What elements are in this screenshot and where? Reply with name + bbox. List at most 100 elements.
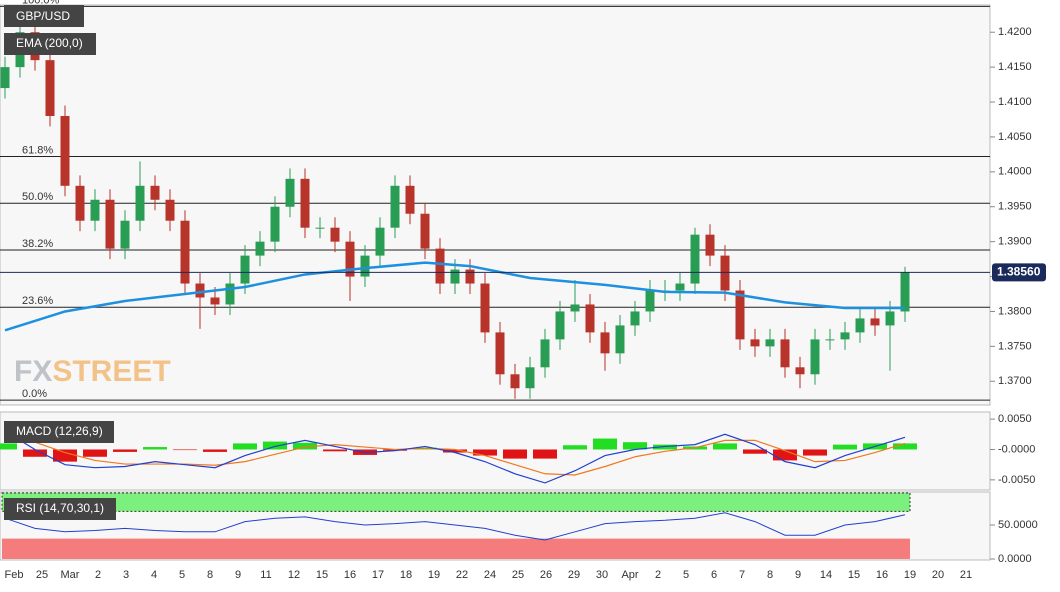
macd-hist-bar: [773, 449, 797, 461]
macd-hist-bar: [563, 445, 587, 450]
x-tick-label: 16: [876, 569, 888, 581]
candle-body: [390, 185, 400, 228]
x-tick-label: 29: [568, 569, 580, 581]
x-tick-label: 2: [655, 569, 661, 581]
rsi-overbought-band: [1, 492, 911, 512]
rsi-label: RSI (14,70,30,1): [16, 501, 104, 515]
macd-hist-bar: [0, 443, 17, 450]
rsi-y-tick-label: 0.0000: [998, 553, 1032, 565]
candle-body: [360, 255, 370, 277]
macd-y-tick-label: 0.0050: [998, 413, 1032, 425]
candle-body: [675, 283, 685, 291]
macd-y-tick-label: -0.0050: [998, 474, 1035, 486]
fib-label: 100.0%: [22, 0, 60, 6]
symbol: GBP/USD: [16, 9, 70, 23]
candle-body: [435, 248, 445, 284]
candle-body: [690, 234, 700, 284]
candle-body: [900, 272, 910, 312]
x-tick-label: 11: [260, 569, 271, 581]
candle-body: [285, 178, 295, 207]
candle-body: [90, 199, 100, 221]
candle-body: [630, 311, 640, 326]
candle-body: [255, 241, 265, 256]
candle-body: [270, 206, 280, 242]
x-tick-label: Apr: [621, 569, 638, 581]
x-tick-label: 17: [372, 569, 384, 581]
candle-body: [105, 199, 115, 249]
x-tick-label: 5: [683, 569, 689, 581]
candle-body: [750, 339, 760, 347]
candle-body: [795, 367, 805, 375]
x-tick-label: 9: [795, 569, 801, 581]
candle-body: [510, 374, 520, 389]
x-tick-label: 25: [512, 569, 524, 581]
candle-body: [735, 290, 745, 340]
macd-hist-bar: [203, 449, 227, 452]
candle-body: [75, 185, 85, 221]
macd-hist-bar: [143, 447, 167, 450]
candle-body: [810, 339, 820, 375]
candle-body: [645, 290, 655, 312]
x-tick-label: 25: [36, 569, 48, 581]
x-tick-label: 4: [151, 569, 157, 581]
fib-label: 23.6%: [22, 295, 53, 307]
candle-body: [570, 304, 580, 312]
x-tick-label: 3: [123, 569, 129, 581]
fib-label: 61.8%: [22, 144, 53, 156]
candle-body: [120, 220, 130, 249]
candle-body: [600, 332, 610, 354]
macd-hist-bar: [173, 449, 197, 451]
x-tick-label: 8: [767, 569, 773, 581]
macd-hist-bar: [833, 444, 857, 450]
ema-box: [4, 33, 96, 55]
x-tick-label: 22: [456, 569, 468, 581]
x-tick-label: 15: [316, 569, 328, 581]
x-tick-label: 16: [344, 569, 356, 581]
x-tick-label: 24: [484, 569, 496, 581]
macd-hist-bar: [233, 443, 257, 450]
y-tick-label: 1.4000: [998, 166, 1032, 178]
rsi-box: [4, 498, 116, 520]
macd-hist-bar: [443, 449, 467, 453]
macd-line: [4, 430, 906, 484]
ema-label: EMA (200,0): [16, 36, 83, 50]
candle-body: [195, 283, 205, 298]
y-tick-label: 1.3900: [998, 236, 1032, 248]
candle-body: [210, 297, 220, 305]
candle-body: [540, 339, 550, 368]
symbol-box: [4, 5, 84, 27]
x-tick-label: 5: [179, 569, 185, 581]
watermark-street: STREET: [52, 355, 170, 388]
candle-body: [135, 185, 145, 221]
candle-body: [405, 185, 415, 214]
candle-body: [240, 255, 250, 284]
macd-box: [4, 421, 114, 443]
candle-body: [375, 227, 385, 256]
candle-body: [825, 339, 835, 341]
candle-body: [225, 283, 235, 305]
x-tick-label: 19: [904, 569, 916, 581]
y-tick-label: 1.3950: [998, 201, 1032, 213]
y-tick-label: 1.4200: [998, 26, 1032, 38]
candle-body: [450, 269, 460, 284]
x-tick-label: 19: [428, 569, 440, 581]
candle-body: [480, 283, 490, 333]
candle-body: [45, 60, 55, 116]
candle-body: [855, 318, 865, 333]
macd-hist-bar: [593, 438, 617, 450]
x-tick-label: 12: [288, 569, 300, 581]
x-tick-label: 7: [739, 569, 745, 581]
rsi-line: [4, 512, 906, 541]
fib-label: 0.0%: [22, 388, 47, 400]
candle-body: [885, 311, 895, 326]
macd-y-tick-label: -0.0000: [998, 443, 1035, 455]
y-tick-label: 1.4050: [998, 131, 1032, 143]
macd-hist-bar: [473, 449, 497, 456]
watermark-fx: FX: [14, 355, 52, 388]
macd-hist-bar: [293, 442, 317, 450]
fib-label: 50.0%: [22, 191, 53, 203]
watermark-fx: FXSTREET: [14, 355, 171, 388]
candle-body: [780, 339, 790, 368]
candle-body: [840, 332, 850, 340]
